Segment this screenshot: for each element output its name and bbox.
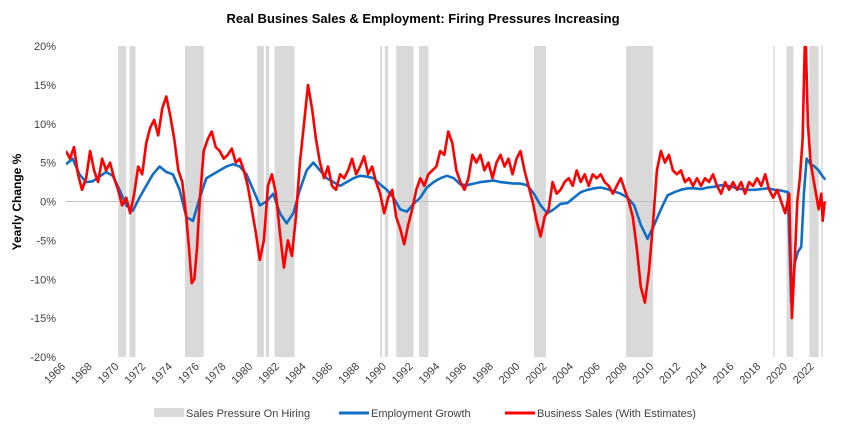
x-tick-label: 1998 bbox=[470, 361, 496, 387]
y-tick-label: 0% bbox=[40, 197, 56, 209]
x-tick-label: 2020 bbox=[764, 361, 790, 387]
x-tick-label: 1976 bbox=[176, 361, 202, 387]
x-tick-label: 2022 bbox=[791, 361, 817, 387]
x-tick-label: 1970 bbox=[96, 361, 122, 387]
x-tick-label: 1980 bbox=[229, 361, 255, 387]
x-tick-label: 2008 bbox=[604, 361, 630, 387]
x-tick-label: 2012 bbox=[657, 361, 683, 387]
chart-title: Real Busines Sales & Employment: Firing … bbox=[226, 11, 619, 26]
legend: Sales Pressure On Hiring Employment Growt… bbox=[154, 408, 696, 420]
legend-sales-pressure-label: Sales Pressure On Hiring bbox=[186, 408, 310, 420]
x-tick-label: 2000 bbox=[497, 361, 523, 387]
y-tick-label: 5% bbox=[40, 158, 56, 170]
x-tick-label: 2014 bbox=[684, 361, 710, 387]
x-tick-label: 1978 bbox=[203, 361, 229, 387]
x-tick-label: 1984 bbox=[283, 361, 309, 387]
x-tick-label: 2010 bbox=[631, 361, 657, 387]
legend-employment-growth-label: Employment Growth bbox=[371, 408, 471, 420]
x-tick-label: 1986 bbox=[310, 361, 336, 387]
y-tick-label: -10% bbox=[30, 274, 56, 286]
y-axis-label: Yearly Change % bbox=[10, 153, 24, 250]
x-tick-label: 1966 bbox=[42, 361, 68, 387]
business-sales-line bbox=[66, 46, 826, 320]
x-tick-label: 1988 bbox=[336, 361, 362, 387]
y-tick-label: -5% bbox=[36, 235, 56, 247]
employment-growth-line bbox=[66, 157, 827, 304]
series-lines bbox=[66, 46, 827, 320]
y-axis: 20% 15% 10% 5% 0% -5% -10% -15% -20% bbox=[30, 41, 56, 364]
x-tick-label: 1982 bbox=[256, 361, 282, 387]
x-axis: 1966 1968 1970 1972 1974 1976 1978 1980 1982 1984… bbox=[42, 361, 816, 387]
legend-sales-pressure-swatch bbox=[154, 408, 184, 417]
x-tick-label: 2016 bbox=[711, 361, 737, 387]
x-tick-label: 1968 bbox=[69, 361, 95, 387]
x-tick-label: 1996 bbox=[443, 361, 469, 387]
x-tick-label: 2002 bbox=[524, 361, 550, 387]
legend-business-sales-label: Business Sales (With Estimates) bbox=[537, 408, 696, 420]
x-tick-label: 2018 bbox=[737, 361, 763, 387]
x-tick-label: 2006 bbox=[577, 361, 603, 387]
x-tick-label: 1990 bbox=[363, 361, 389, 387]
y-tick-label: 10% bbox=[34, 119, 56, 131]
y-tick-label: 20% bbox=[34, 41, 56, 53]
x-tick-label: 1974 bbox=[149, 361, 175, 387]
x-tick-label: 2004 bbox=[550, 361, 576, 387]
y-tick-label: -15% bbox=[30, 313, 56, 325]
x-tick-label: 1972 bbox=[123, 361, 149, 387]
y-tick-label: -20% bbox=[30, 352, 56, 364]
y-tick-label: 15% bbox=[34, 80, 56, 92]
x-tick-label: 1992 bbox=[390, 361, 416, 387]
x-tick-label: 1994 bbox=[417, 361, 443, 387]
